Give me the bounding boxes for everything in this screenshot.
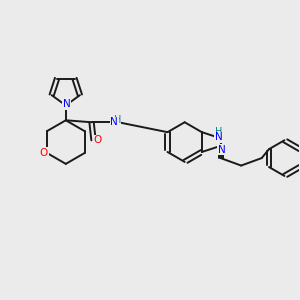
Text: H: H [215,127,222,137]
Text: O: O [93,135,102,145]
Text: H: H [114,115,121,125]
Text: O: O [40,148,48,158]
Text: N: N [215,132,223,142]
Text: N: N [63,99,71,110]
Text: N: N [110,117,118,127]
Text: N: N [218,145,226,155]
